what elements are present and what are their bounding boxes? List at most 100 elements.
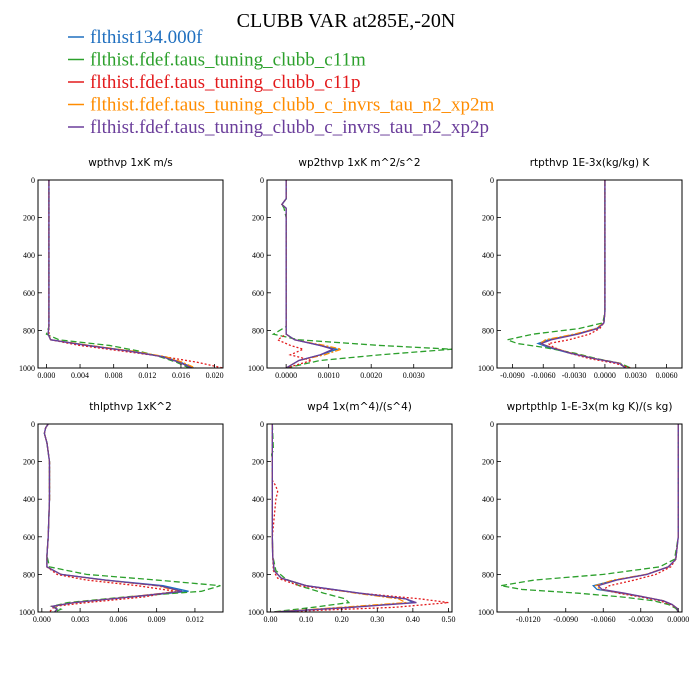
- x-tick-label: -0.0030: [562, 371, 587, 380]
- plot-frame: [266, 423, 453, 613]
- x-tick-label: 0.00: [264, 615, 278, 624]
- series-line-flthist134-000f: [281, 180, 340, 368]
- panel-title: wp2thvp 1xK m^2/s^2: [298, 157, 420, 169]
- series-line-xp2m: [47, 180, 196, 368]
- y-tick-label: 800: [482, 570, 494, 579]
- panel-title: wprtpthlp 1-E-3x(m kg K)/(s kg): [507, 401, 673, 413]
- x-tick-label: 0.0000: [275, 371, 297, 380]
- y-tick-label: 200: [482, 458, 494, 467]
- series-line-flthist134-000f: [47, 180, 194, 368]
- y-tick-label: 400: [252, 251, 264, 260]
- x-tick-label: 0.0060: [656, 371, 678, 380]
- y-tick-label: 600: [252, 289, 264, 298]
- x-tick-label: 0.0030: [625, 371, 647, 380]
- series-line-c11m: [43, 424, 221, 612]
- x-tick-label: 0.0000: [594, 371, 616, 380]
- panel-title: rtpthvp 1E-3x(kg/kg) K: [530, 157, 651, 169]
- y-tick-label: 200: [482, 214, 494, 223]
- y-tick-label: 600: [482, 289, 494, 298]
- legend-entry: flthist.fdef.taus_tuning_clubb_c11p: [90, 72, 361, 93]
- series-line-xp2p: [281, 180, 335, 368]
- x-tick-label: 0.000: [33, 615, 51, 624]
- x-tick-label: 0.020: [206, 371, 224, 380]
- y-tick-label: 0: [490, 420, 494, 429]
- series-line-xp2p: [597, 424, 679, 612]
- x-tick-label: -0.0060: [591, 615, 616, 624]
- y-tick-label: 1000: [248, 608, 264, 617]
- legend-entry: flthist134.000f: [90, 27, 203, 48]
- panel-title: thlpthvp 1xK^2: [89, 401, 172, 413]
- y-tick-label: 0: [490, 176, 494, 185]
- x-tick-label: -0.0060: [531, 371, 556, 380]
- plot-frame: [496, 423, 683, 613]
- series-line-xp2p: [47, 180, 193, 368]
- series-line-xp2m: [594, 424, 679, 612]
- y-tick-label: 1000: [248, 364, 264, 373]
- plot-frame: [37, 179, 224, 369]
- y-tick-label: 200: [252, 214, 264, 223]
- y-tick-label: 200: [23, 458, 35, 467]
- panel-2: wp2thvp 1xK m^2/s^2 0 200 400 600 800 1000 0.00…: [248, 157, 453, 380]
- x-tick-label: 0.000: [37, 371, 55, 380]
- legend-entry: flthist.fdef.taus_tuning_clubb_c_invrs_t…: [90, 95, 494, 116]
- x-tick-label: 0.0020: [360, 371, 382, 380]
- series-line-c11m: [271, 180, 452, 368]
- x-tick-label: 0.009: [148, 615, 166, 624]
- y-tick-label: 800: [252, 570, 264, 579]
- x-tick-label: 0.012: [138, 371, 156, 380]
- x-tick-label: 0.10: [299, 615, 313, 624]
- y-tick-label: 1000: [478, 608, 494, 617]
- y-tick-label: 600: [252, 533, 264, 542]
- panel-6: wprtpthlp 1-E-3x(m kg K)/(s kg) 0 200 400 60…: [478, 401, 689, 624]
- x-tick-label: -0.0090: [553, 615, 578, 624]
- panel-3: rtpthvp 1E-3x(kg/kg) K02004006008001000-…: [478, 157, 683, 380]
- y-tick-label: 0: [31, 176, 35, 185]
- series-line-c11p: [601, 424, 679, 612]
- panel-title: wpthvp 1xK m/s: [88, 157, 173, 169]
- legend: flthist134.000fflthist.fdef.taus_tuning_…: [68, 27, 494, 138]
- x-tick-label: 0.50: [441, 615, 455, 624]
- y-tick-label: 600: [482, 533, 494, 542]
- x-tick-label: 0.003: [71, 615, 89, 624]
- plot-frame: [266, 179, 453, 369]
- y-tick-label: 800: [23, 326, 35, 335]
- series-line-xp2p: [43, 424, 183, 612]
- x-tick-label: 0.30: [370, 615, 384, 624]
- x-tick-label: 0.016: [172, 371, 190, 380]
- y-tick-label: 0: [260, 176, 264, 185]
- plot-frame: [496, 179, 683, 369]
- legend-entry: flthist.fdef.taus_tuning_clubb_c11m: [90, 50, 366, 71]
- figure-title: CLUBB VAR at285E,-20N: [237, 10, 456, 32]
- series-line-xp2p: [271, 424, 417, 612]
- x-tick-label: 0.0010: [318, 371, 340, 380]
- x-tick-label: 0.20: [335, 615, 349, 624]
- x-tick-label: 0.40: [406, 615, 420, 624]
- x-tick-label: -0.0030: [628, 615, 653, 624]
- series-line-xp2m: [281, 180, 344, 368]
- series-line-c11m: [500, 424, 679, 612]
- panel-title: wp4 1x(m^4)/(s^4): [307, 401, 412, 413]
- y-tick-label: 1000: [19, 364, 35, 373]
- series-line-c11m: [504, 180, 631, 368]
- y-tick-label: 600: [23, 533, 35, 542]
- y-tick-label: 200: [23, 214, 35, 223]
- y-tick-label: 800: [23, 570, 35, 579]
- series-line-xp2p: [539, 180, 626, 368]
- x-tick-label: 0.004: [71, 371, 89, 380]
- series-line-c11p: [48, 180, 223, 368]
- y-tick-label: 600: [23, 289, 35, 298]
- legend-entry: flthist.fdef.taus_tuning_clubb_c_invrs_t…: [90, 117, 489, 138]
- y-tick-label: 400: [23, 251, 35, 260]
- y-tick-label: 200: [252, 458, 264, 467]
- x-tick-label: 0.0000: [667, 615, 689, 624]
- y-tick-label: 0: [260, 420, 264, 429]
- y-tick-label: 1000: [478, 364, 494, 373]
- x-tick-label: 0.012: [186, 615, 204, 624]
- x-tick-label: -0.0090: [500, 371, 525, 380]
- x-tick-label: 0.006: [109, 615, 127, 624]
- x-tick-label: 0.0030: [403, 371, 425, 380]
